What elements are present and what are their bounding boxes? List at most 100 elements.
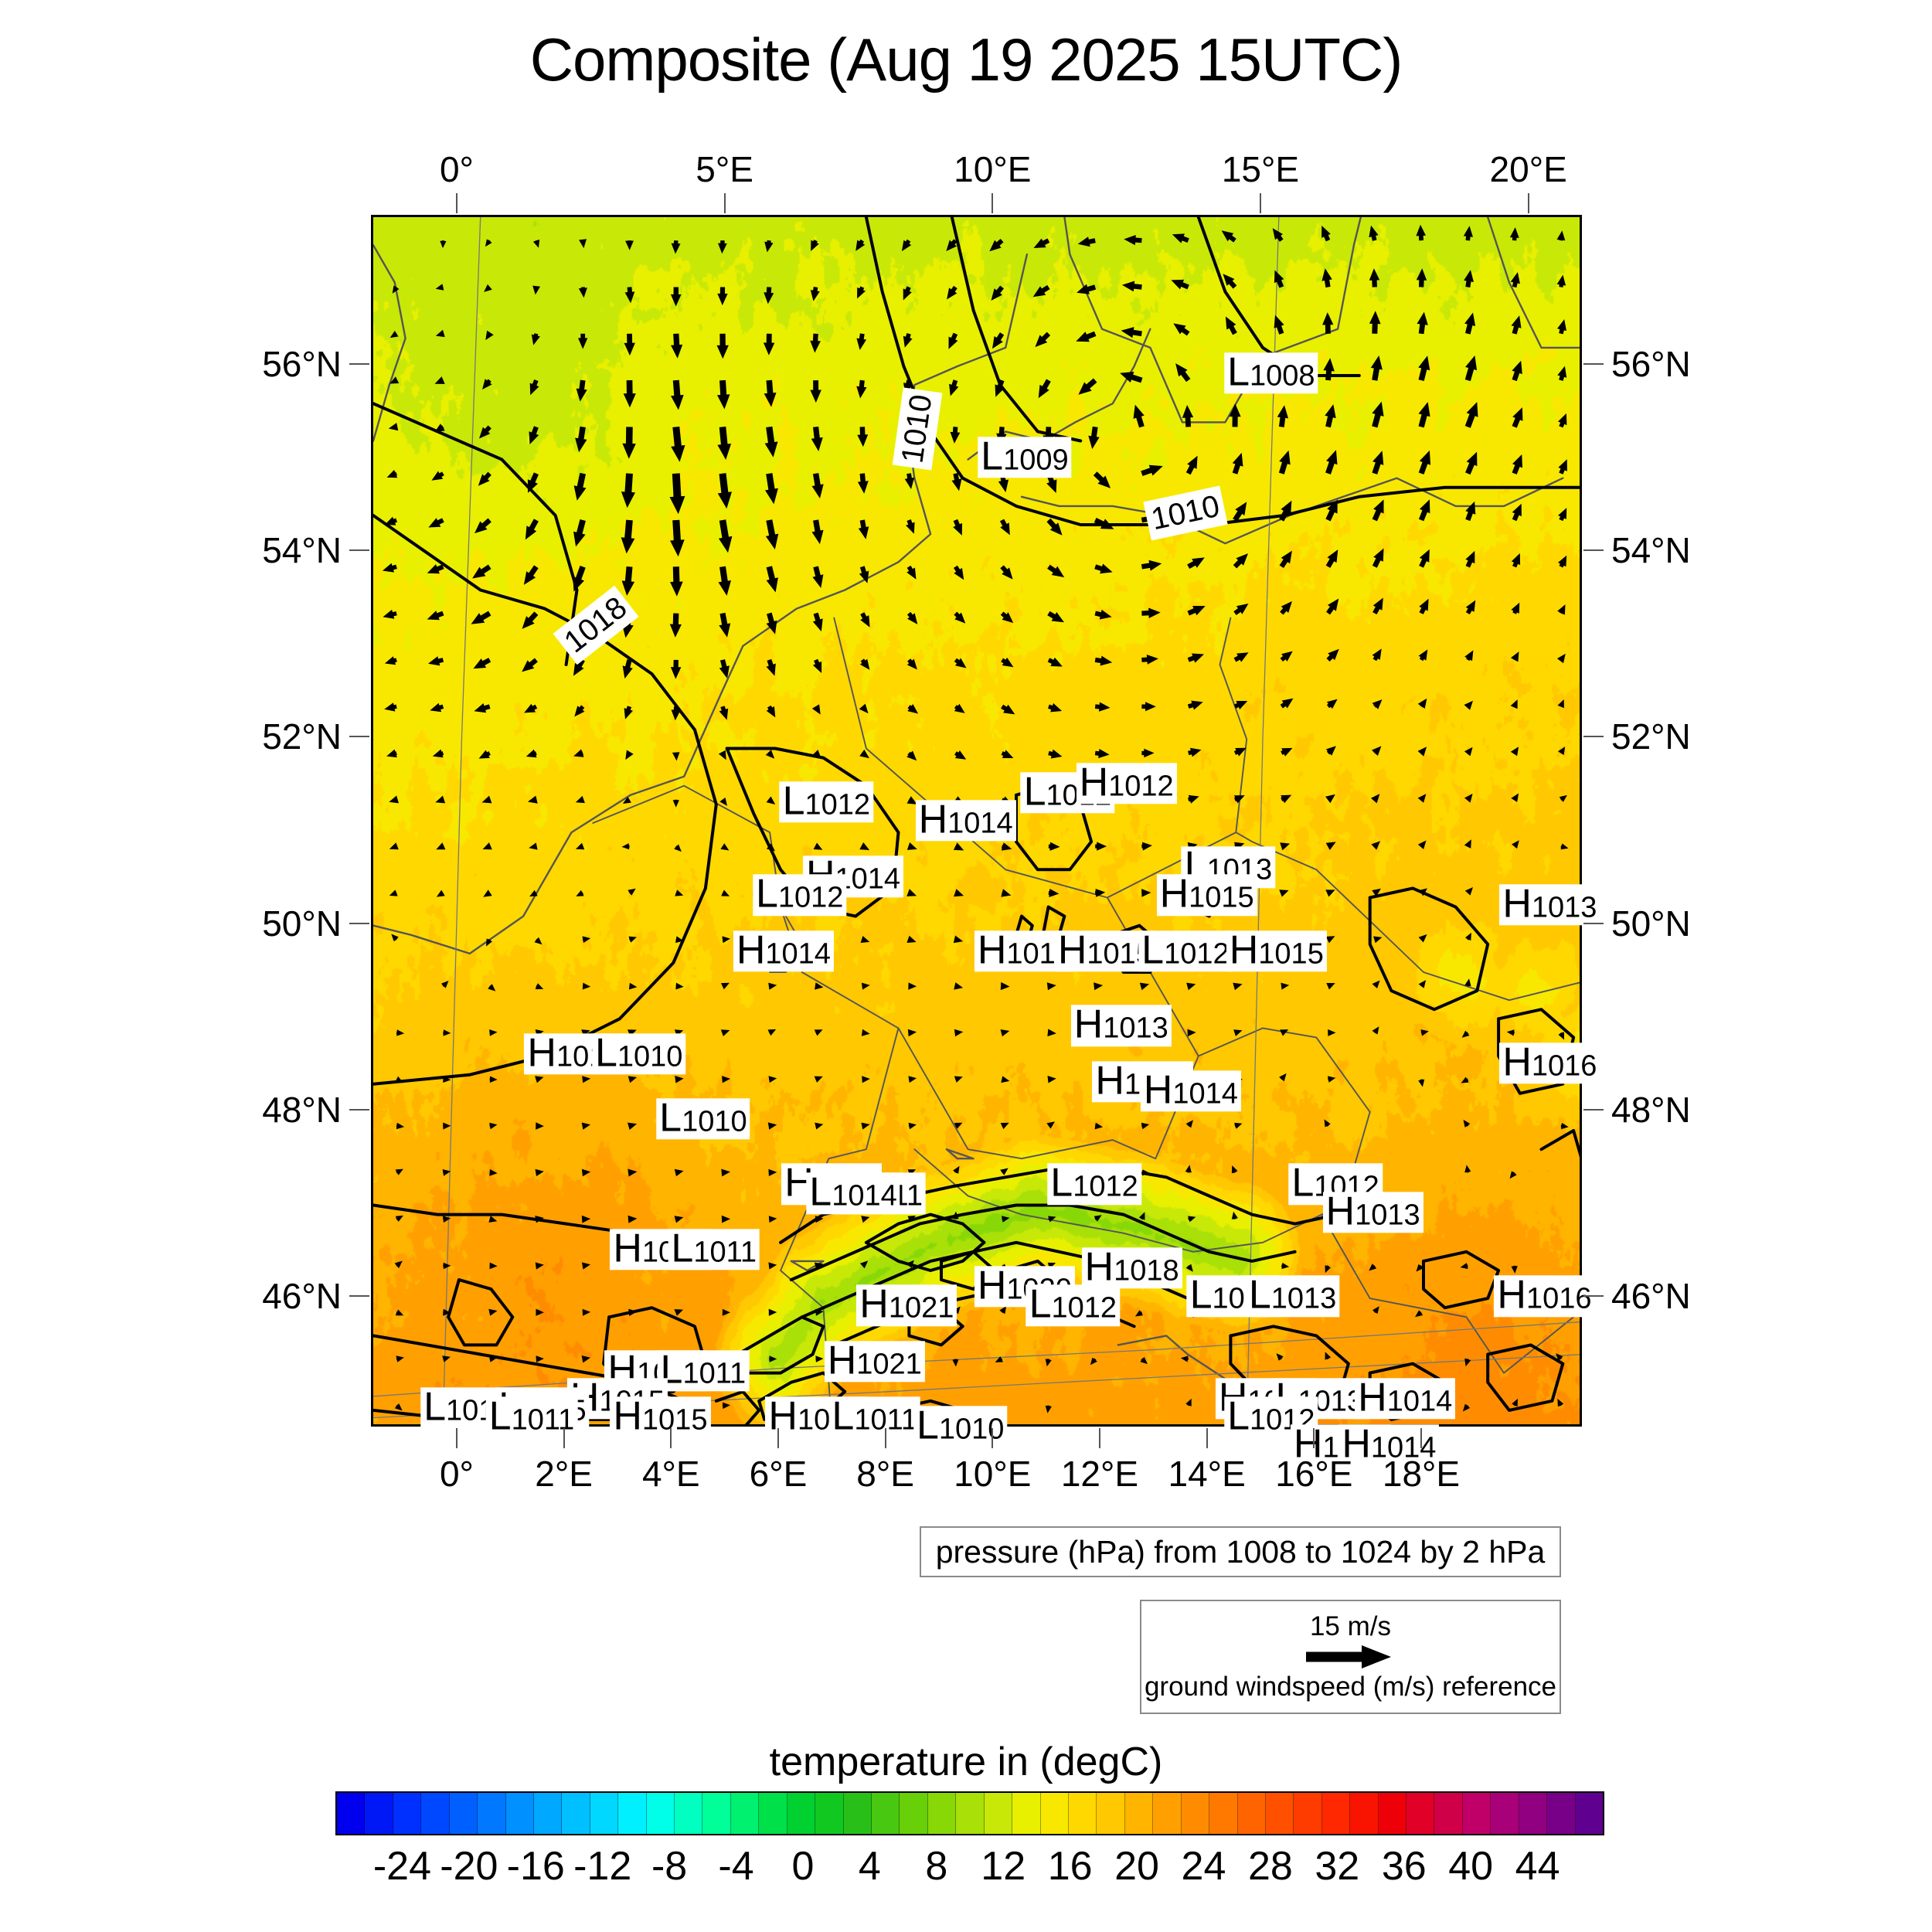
wind-arrow	[1171, 280, 1188, 290]
wind-arrow	[812, 704, 821, 714]
wind-arrow	[721, 1029, 730, 1036]
wind-arrow	[862, 983, 870, 990]
wind-arrow	[721, 890, 730, 896]
temperature-colorbar[interactable]	[335, 1791, 1604, 1835]
axis-tick-mark	[349, 736, 369, 737]
wind-arrow	[536, 1122, 544, 1129]
colorbar-segment	[1576, 1793, 1603, 1834]
colorbar-segment	[1406, 1793, 1434, 1834]
pressure-center-label: L1012	[780, 781, 873, 822]
pressure-center-value: 1014	[1172, 1077, 1238, 1110]
wind-arrow	[859, 842, 869, 850]
wind-arrow	[1418, 841, 1427, 850]
axis-tick-label: 10°E	[954, 148, 1031, 190]
wind-arrow	[529, 842, 537, 849]
wind-arrow	[628, 1169, 637, 1177]
wind-arrow	[1372, 451, 1383, 473]
wind-arrow	[489, 1169, 497, 1176]
wind-arrow	[395, 1261, 403, 1269]
wind-arrow	[815, 1355, 823, 1362]
pressure-center-value: 1011	[682, 1357, 746, 1389]
wind-arrow	[856, 380, 866, 398]
pressure-center-type: H	[768, 1393, 798, 1438]
wind-arrow	[1172, 233, 1189, 243]
wind-arrow	[582, 1076, 590, 1083]
pressure-center-type: H	[1497, 1272, 1526, 1317]
wind-arrow	[1223, 274, 1235, 287]
wind-arrow	[1557, 230, 1566, 240]
wind-arrow	[474, 703, 489, 713]
colorbar-title: temperature in (degC)	[0, 1739, 1932, 1785]
wind-arrow	[1558, 459, 1567, 473]
wind-arrow	[675, 1076, 684, 1083]
wind-arrow	[436, 842, 445, 849]
wind-arrow	[1273, 228, 1283, 240]
wind-arrow	[387, 470, 398, 478]
axis-tick-mark	[349, 1109, 369, 1111]
wind-arrow	[479, 427, 490, 438]
wind-arrow	[1465, 355, 1477, 380]
wind-arrow	[1369, 226, 1378, 240]
wind-arrow	[1182, 405, 1193, 427]
wind-arrow	[810, 334, 821, 353]
wind-arrow	[906, 520, 915, 534]
wind-arrow	[1281, 983, 1289, 990]
wind-arrow	[396, 1123, 404, 1130]
wind-arrow	[1122, 281, 1142, 292]
colorbar-tick-label: 24	[1182, 1843, 1226, 1889]
pressure-center-type: H	[1326, 1189, 1355, 1233]
wind-arrow	[433, 750, 444, 758]
wind-arrow	[1418, 699, 1427, 709]
wind-arrow	[582, 1123, 590, 1130]
wind-arrow	[488, 1216, 497, 1223]
weather-map[interactable]: 101810101010L1008L1009L1012H1014L1012H10…	[371, 215, 1582, 1427]
pressure-center-label: L1008	[1224, 352, 1318, 393]
pressure-center-label: L1010	[656, 1098, 750, 1139]
wind-arrow	[1049, 842, 1060, 851]
wind-arrow	[1002, 750, 1014, 758]
wind-arrow	[671, 334, 682, 359]
wind-arrow	[1416, 225, 1426, 241]
wind-arrow	[860, 614, 869, 628]
wind-arrow	[427, 611, 444, 620]
pressure-center-label: L1013	[1246, 1275, 1339, 1316]
axis-tick-mark	[349, 923, 369, 924]
wind-arrow	[859, 704, 869, 714]
wind-arrow	[675, 983, 683, 990]
wind-arrow	[1280, 842, 1290, 850]
wind-arrow	[1078, 380, 1095, 395]
wind-arrow	[1372, 746, 1381, 756]
wind-arrow	[953, 1166, 959, 1174]
wind-arrow	[1512, 361, 1522, 380]
wind-arrow	[1507, 1029, 1515, 1036]
wind-arrow	[719, 660, 730, 679]
pressure-center-label: H1018	[1082, 1247, 1182, 1288]
wind-arrow	[1326, 936, 1335, 943]
pressure-center-value: 1012	[1051, 1291, 1117, 1324]
wind-arrow	[1049, 703, 1062, 713]
wind-arrow	[769, 1216, 777, 1223]
wind-arrow	[628, 1076, 637, 1083]
wind-arrow	[1419, 599, 1428, 614]
pressure-center-type: H	[613, 1393, 642, 1438]
colorbar-segment	[478, 1793, 505, 1834]
wind-arrow	[903, 334, 913, 348]
pressure-center-label: H1014	[1355, 1378, 1455, 1419]
wind-arrow	[670, 614, 682, 638]
wind-arrow	[949, 380, 958, 396]
colorbar-segment	[1294, 1793, 1321, 1834]
wind-arrow	[1034, 239, 1049, 248]
wind-arrow	[768, 1122, 777, 1129]
colorbar-segment	[1379, 1793, 1406, 1834]
wind-arrow	[907, 842, 917, 850]
wind-arrow	[1328, 649, 1339, 661]
wind-arrow	[485, 331, 494, 340]
wind-arrow	[533, 240, 539, 248]
pressure-center-value: 1013	[1103, 1012, 1168, 1045]
wind-arrow	[858, 474, 869, 494]
wind-arrow	[576, 796, 585, 803]
wind-arrow	[428, 656, 443, 665]
wind-arrow	[1557, 319, 1566, 334]
pressure-center-value: 1013	[1532, 891, 1597, 923]
wind-arrow	[861, 1123, 869, 1130]
